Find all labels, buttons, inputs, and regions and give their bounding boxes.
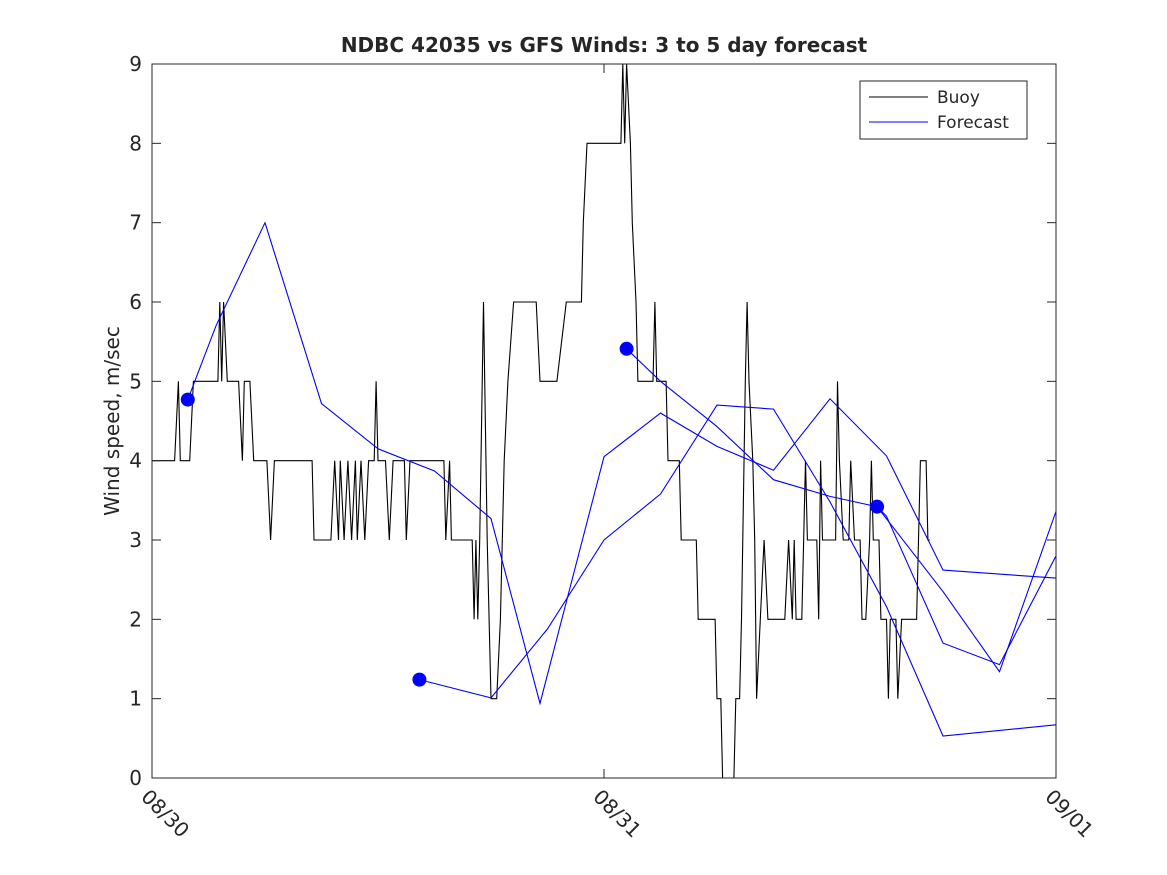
buoy-series-line: [152, 64, 930, 778]
y-tick-label: 1: [129, 687, 142, 711]
y-tick-label: 4: [129, 449, 142, 473]
y-tick-label: 6: [129, 290, 142, 314]
forecast-start-marker-3: [619, 341, 634, 356]
legend-label-buoy: Buoy: [937, 88, 980, 108]
x-tick-label: 08/30: [136, 785, 194, 843]
y-tick-label: 2: [129, 607, 142, 631]
legend-label-forecast: Forecast: [937, 113, 1009, 133]
y-tick-label: 5: [129, 369, 142, 393]
y-tick-label: 7: [129, 211, 142, 235]
y-tick-label: 0: [129, 766, 142, 790]
x-tick-label: 08/31: [588, 785, 646, 843]
forecast-series-line-4: [876, 506, 1056, 673]
forecast-start-marker-4: [870, 499, 885, 514]
forecast-start-marker-2: [412, 672, 427, 687]
forecast-series-line-1: [187, 221, 1056, 706]
y-tick-label: 8: [129, 131, 142, 155]
forecast-series-line-2: [419, 404, 1056, 737]
chart-title: NDBC 42035 vs GFS Winds: 3 to 5 day fore…: [341, 33, 868, 57]
legend-box: [859, 80, 1028, 140]
forecast-start-marker-1: [180, 392, 195, 407]
y-axis-label: Wind speed, m/sec: [100, 326, 124, 516]
y-tick-label: 9: [129, 52, 142, 76]
plot-area: [152, 64, 1056, 778]
x-tick-label: 09/01: [1040, 785, 1098, 843]
forecast-series-line-3: [626, 348, 1056, 666]
y-tick-label: 3: [129, 528, 142, 552]
